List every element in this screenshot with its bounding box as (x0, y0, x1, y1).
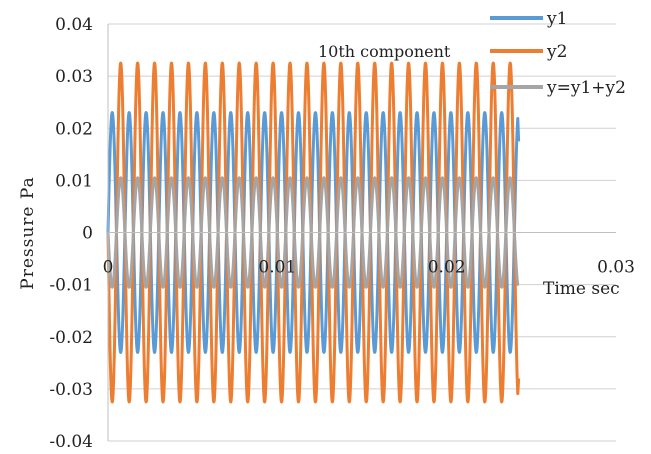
y-tick-label: -0.02 (49, 328, 93, 348)
series-line-yy1y2 (106, 176, 520, 289)
y-tick-label: 0.02 (55, 119, 93, 139)
series-group (106, 61, 521, 404)
y-tick-label: -0.03 (49, 380, 93, 400)
chart-annotation: 10th component (318, 42, 451, 61)
y-tick-label: 0 (82, 224, 93, 244)
axes (107, 24, 616, 441)
y-tick-label: -0.01 (49, 276, 93, 296)
y-tick-label: -0.04 (49, 432, 93, 452)
x-axis-title: Time sec (543, 279, 620, 299)
y-tick-label: 0.03 (55, 67, 93, 87)
y-tick-label: 0.01 (55, 171, 93, 191)
legend: y1 y2 y=y1+y2 (490, 9, 626, 98)
y-axis-title: Pressure Pa (18, 176, 38, 289)
legend-label: y2 (546, 42, 567, 62)
x-tick-label: 0 (103, 258, 114, 278)
tick-labels: 0.04 0.03 0.02 0.01 0 -0.01 -0.02 -0.03 -0.04 0 0.… (49, 15, 635, 452)
x-tick-label: 0.01 (258, 258, 296, 278)
x-tick-label: 0.03 (597, 258, 635, 278)
legend-label: y=y1+y2 (546, 78, 626, 98)
y-tick-label: 0.04 (55, 15, 93, 35)
legend-label: y1 (546, 9, 567, 29)
x-tick-label: 0.02 (428, 258, 466, 278)
